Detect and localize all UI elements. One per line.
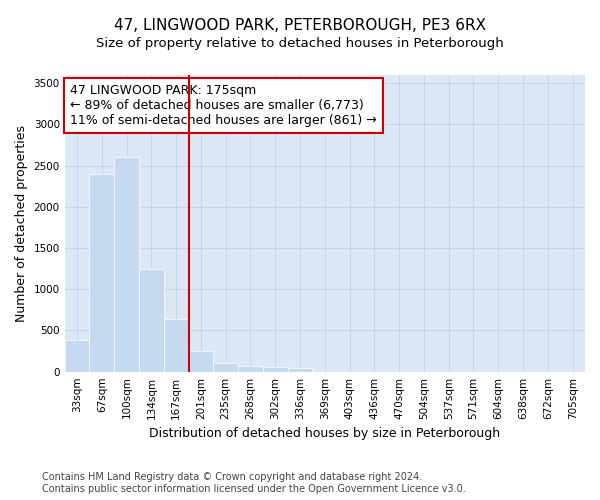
Text: Size of property relative to detached houses in Peterborough: Size of property relative to detached ho… <box>96 38 504 51</box>
Y-axis label: Number of detached properties: Number of detached properties <box>15 125 28 322</box>
Bar <box>114 158 139 372</box>
Bar <box>263 367 287 372</box>
Bar <box>65 340 89 372</box>
Bar <box>287 368 313 372</box>
X-axis label: Distribution of detached houses by size in Peterborough: Distribution of detached houses by size … <box>149 427 500 440</box>
Bar <box>139 270 164 372</box>
Bar <box>188 350 214 372</box>
Bar <box>214 364 238 372</box>
Bar <box>164 319 188 372</box>
Bar <box>89 174 114 372</box>
Text: Contains public sector information licensed under the Open Government Licence v3: Contains public sector information licen… <box>42 484 466 494</box>
Text: 47 LINGWOOD PARK: 175sqm
← 89% of detached houses are smaller (6,773)
11% of sem: 47 LINGWOOD PARK: 175sqm ← 89% of detach… <box>70 84 377 127</box>
Text: Contains HM Land Registry data © Crown copyright and database right 2024.: Contains HM Land Registry data © Crown c… <box>42 472 422 482</box>
Bar <box>238 366 263 372</box>
Text: 47, LINGWOOD PARK, PETERBOROUGH, PE3 6RX: 47, LINGWOOD PARK, PETERBOROUGH, PE3 6RX <box>114 18 486 32</box>
